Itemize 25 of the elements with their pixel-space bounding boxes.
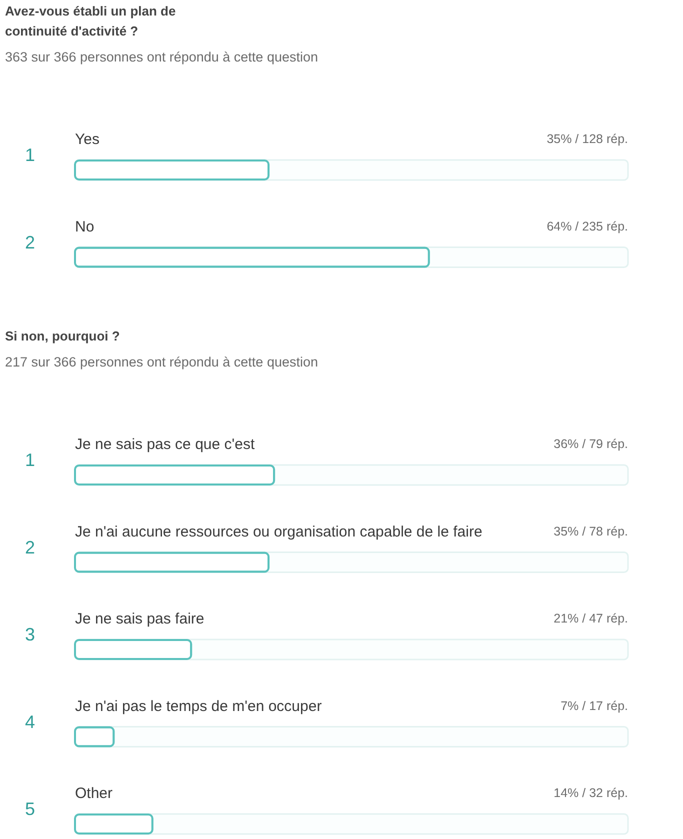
y-tick-label: Yes [75, 131, 100, 148]
chart-title: Avez-vous établi un plan de continuité d'activité ? [5, 4, 176, 38]
text: 1 [24, 145, 36, 165]
data-label: 14% / 32 rép. [554, 786, 628, 800]
text: 4 [24, 712, 36, 732]
data-label: 64% / 235 rép. [546, 219, 628, 234]
data-label: 7% / 17 rép. [560, 698, 628, 713]
y-tick-label: No [75, 218, 94, 236]
data-label: 35% / 78 rép. [554, 524, 628, 538]
chart-title: Si non, pourquoi ? [5, 328, 120, 344]
y-tick-label: Je n'ai aucune ressources ou organisation capable de le faire [75, 523, 482, 540]
y-tick-label: Je n'ai pas le temps de m'en occuper [75, 698, 322, 715]
text: 5 [24, 799, 36, 819]
chart-subtitle: 363 sur 366 personnes ont répondu à cette question [5, 50, 318, 64]
data-label: 35% / 128 rép. [546, 132, 628, 146]
data-label: 36% / 79 rép. [554, 437, 628, 451]
y-tick-label: Je ne sais pas faire [75, 610, 204, 628]
data-label: 21% / 47 rép. [554, 612, 628, 626]
text: 2 [24, 537, 36, 558]
text: 1 [24, 450, 36, 470]
y-tick-label: Je ne sais pas ce que c'est [75, 436, 256, 453]
text: 3 [24, 624, 36, 644]
text: 2 [24, 232, 36, 252]
y-tick-label: Other [75, 785, 113, 802]
chart-subtitle: 217 sur 366 personnes ont répondu à cette question [5, 354, 318, 370]
